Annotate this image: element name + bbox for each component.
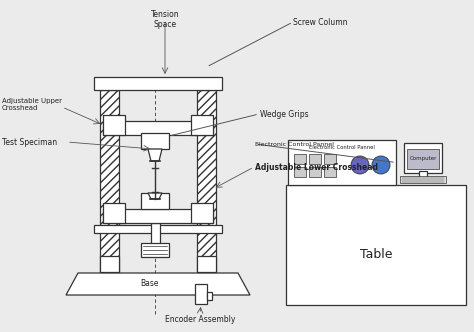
Circle shape	[351, 156, 369, 174]
Bar	[94, 225, 222, 233]
Polygon shape	[148, 149, 162, 161]
Circle shape	[372, 156, 390, 174]
Text: Test Speciman: Test Speciman	[2, 137, 57, 146]
Bar	[100, 256, 119, 272]
Text: Table: Table	[360, 248, 392, 262]
Bar	[141, 193, 169, 209]
Bar	[309, 167, 321, 177]
Text: Adjustable Upper
Crosshead: Adjustable Upper Crosshead	[2, 98, 62, 111]
Bar	[141, 243, 169, 257]
Bar	[324, 154, 336, 164]
Bar	[407, 149, 439, 169]
Text: Adjustable Lower Crosshead: Adjustable Lower Crosshead	[255, 162, 378, 172]
Bar	[103, 115, 125, 135]
Bar	[286, 185, 466, 305]
Bar	[103, 203, 125, 223]
Bar	[294, 167, 306, 177]
Bar	[151, 223, 160, 245]
Bar	[100, 90, 119, 272]
Bar	[324, 167, 336, 177]
Bar	[197, 90, 216, 272]
Text: Tension
Space: Tension Space	[151, 10, 179, 30]
Text: Wedge Grips: Wedge Grips	[260, 110, 309, 119]
Text: Electronic Control Pannel: Electronic Control Pannel	[255, 141, 334, 146]
Text: Computer: Computer	[410, 155, 437, 160]
Bar	[197, 256, 216, 272]
Bar	[309, 154, 321, 164]
Text: Screw Column: Screw Column	[293, 18, 347, 27]
Bar	[195, 284, 207, 304]
Bar	[191, 203, 213, 223]
Bar	[103, 209, 213, 223]
Text: Electronic Control Pannel: Electronic Control Pannel	[309, 144, 375, 149]
Polygon shape	[66, 273, 250, 295]
Bar	[294, 154, 306, 164]
Bar	[141, 133, 169, 149]
Bar	[191, 115, 213, 135]
Bar	[207, 292, 212, 300]
Bar	[419, 171, 427, 178]
Bar	[288, 140, 396, 185]
Bar	[94, 77, 222, 90]
Bar	[103, 121, 213, 135]
Polygon shape	[148, 193, 162, 199]
Text: Encoder Assembly: Encoder Assembly	[165, 315, 235, 324]
Bar	[400, 176, 446, 183]
Text: Base: Base	[141, 280, 159, 289]
Bar	[404, 143, 442, 173]
